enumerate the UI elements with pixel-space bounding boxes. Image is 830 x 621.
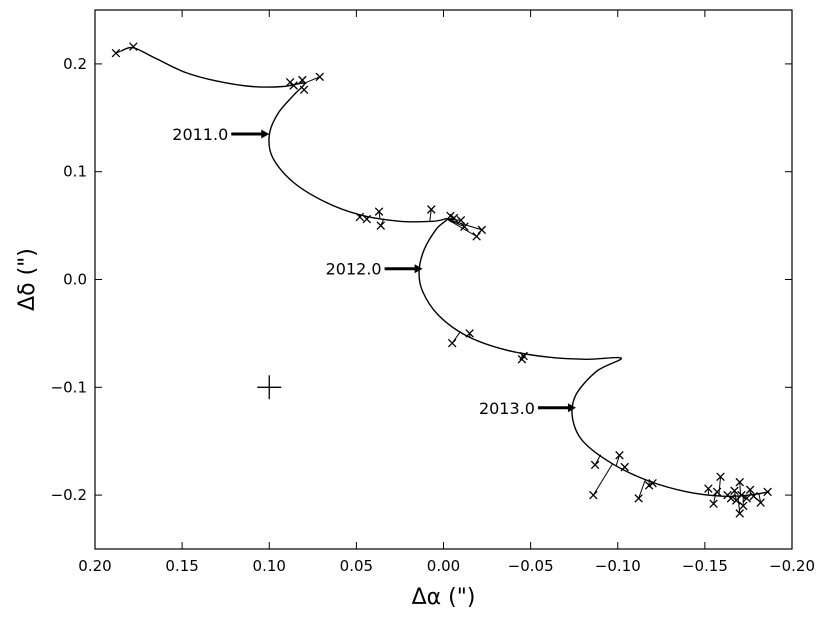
epoch-arrow-head [567,403,576,413]
epoch-arrow-head [261,129,270,139]
x-tick-label: 0.20 [78,557,111,575]
residual-line [446,218,477,237]
observation-marker [749,491,758,501]
residual-line [446,218,482,231]
residual-line [592,463,613,496]
observation-marker [111,48,121,58]
residual-line [713,495,716,504]
residual-line [638,479,646,499]
observation-marker [519,351,528,361]
observation-marker [648,478,657,488]
observation-marker [756,498,765,507]
y-tick-label: −0.2 [51,486,87,504]
observation-marker [465,329,474,338]
observation-marker [299,85,309,95]
star-marker-layer [257,375,282,400]
orbit-curve-layer [120,46,770,498]
observation-marker [742,494,751,503]
y-tick-label: 0.1 [63,163,87,181]
orbit-curve [120,46,770,498]
y-tick-label: 0.2 [63,55,87,73]
plot-area: 2011.0 2012.0 2013.0 [94,9,793,550]
x-tick-label: 0.05 [340,557,373,575]
observation-marker [477,225,487,235]
residual-line [718,476,722,496]
x-tick-label: −0.20 [769,557,815,575]
x-axis-label: Δα (") [412,585,476,610]
y-axis-ticks: 0.2 0.1 0.0 −0.1 −0.2 [51,55,792,504]
observation-marker [315,72,325,82]
observation-marker [704,484,713,493]
observation-marker [709,499,718,508]
observation-marker [427,205,436,214]
observation-marker [447,338,457,348]
observation-marker [590,460,600,470]
residual-line [615,455,620,466]
residual-line [429,209,432,222]
observation-marker [460,222,469,231]
x-axis-ticks: 0.20 0.15 0.10 0.05 0.00 −0.05 −0.10 −0.15 −0.20 [78,10,815,575]
epoch-annotations-layer: 2011.0 2012.0 2013.0 [172,125,576,418]
y-tick-label: 0.0 [63,271,87,289]
observation-marker [726,494,736,503]
observation-marker [289,81,298,90]
plot-frame [94,9,793,550]
x-tick-label: −0.15 [682,557,728,575]
observation-marker [129,42,138,51]
observation-marker [712,487,722,497]
observation-marker [738,501,748,511]
x-tick-label: −0.10 [595,557,641,575]
observation-marker [737,490,746,500]
observation-marker [763,487,772,497]
observation-marker [730,486,739,496]
observation-markers-layer [111,42,772,518]
x-tick-label: 0.00 [427,557,460,575]
observation-marker [620,462,629,472]
observation-marker [615,450,624,460]
observation-marker [735,477,744,487]
observation-marker [456,215,466,225]
residual-line [303,76,320,84]
observation-marker [589,490,598,500]
observation-marker [355,212,365,222]
observation-marker [634,494,643,503]
observation-marker [745,485,755,494]
observation-marker [472,232,481,241]
epoch-label: 2012.0 [326,260,382,279]
observation-marker [374,207,384,216]
residual-line [758,493,762,503]
x-tick-label: −0.05 [508,557,554,575]
y-tick-label: −0.1 [51,378,87,396]
observation-marker [362,214,372,224]
observation-marker [376,221,386,230]
x-tick-label: 0.15 [165,557,198,575]
observation-marker [449,213,459,223]
residual-line [378,211,381,219]
y-axis-label: Δδ (") [15,248,40,311]
observation-marker [298,75,307,85]
star-marker [257,375,282,400]
epoch-label: 2011.0 [172,125,228,144]
epoch-label: 2013.0 [479,399,535,418]
x-tick-label: 0.10 [253,557,286,575]
residual-lines-layer [115,46,768,514]
observation-marker [735,509,744,518]
epoch-arrow-head [414,264,423,274]
observation-marker [716,472,725,482]
